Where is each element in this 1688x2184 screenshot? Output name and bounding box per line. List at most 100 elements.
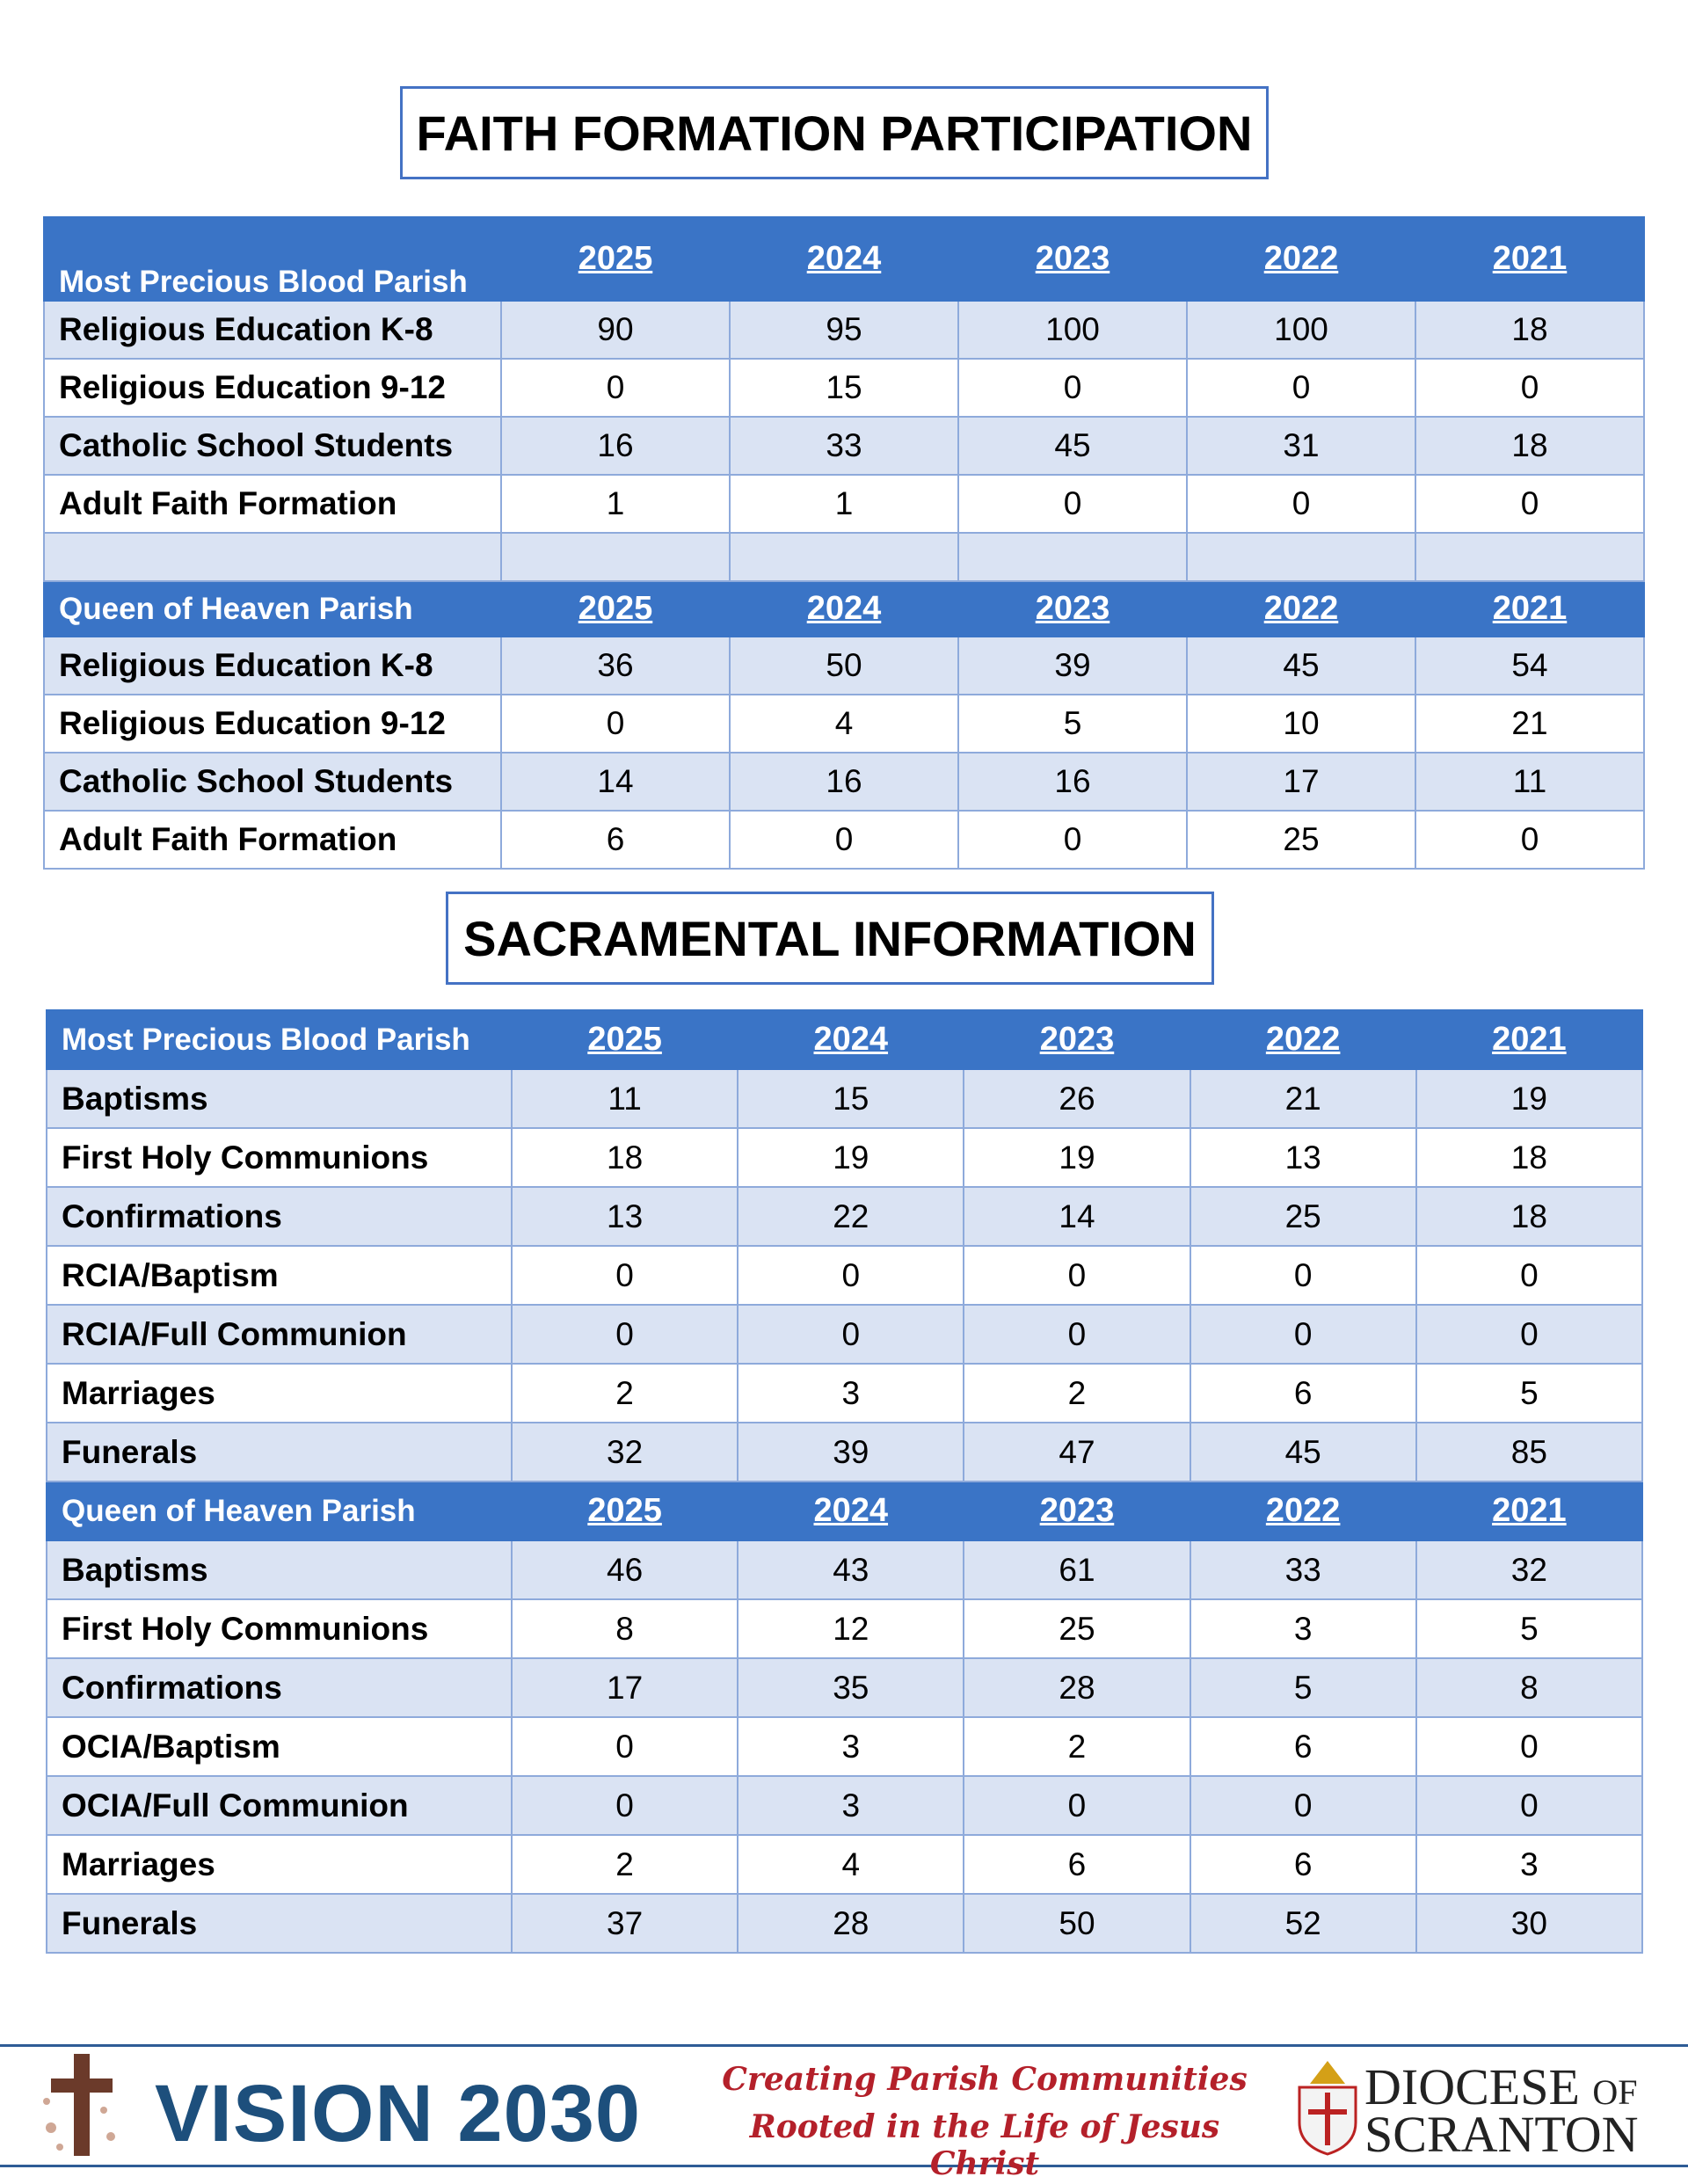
cell-value: 19 — [1415, 1068, 1644, 1129]
row-label: Marriages — [46, 1363, 513, 1423]
data-row: First Holy Communions 18 19 19 13 18 — [46, 1127, 1644, 1188]
cell-value: 0 — [963, 1775, 1191, 1836]
cell-value: 25 — [1189, 1186, 1417, 1247]
data-row: Marriages 2 4 6 6 3 — [46, 1834, 1644, 1895]
cell-value: 36 — [500, 636, 731, 695]
blank-cell — [43, 532, 502, 582]
cell-value: 28 — [963, 1657, 1191, 1718]
cell-value: 13 — [510, 1186, 739, 1247]
cell-value: 18 — [1415, 1127, 1644, 1188]
header-row: Queen of Heaven Parish 2025 2024 2023 2022 20… — [43, 580, 1645, 637]
cell-value: 46 — [510, 1540, 739, 1600]
row-label: First Holy Communions — [46, 1598, 513, 1659]
cell-value: 22 — [737, 1186, 965, 1247]
cell-value: 33 — [729, 416, 959, 476]
data-row: OCIA/Full Communion 0 3 0 0 0 — [46, 1775, 1644, 1836]
data-row: Baptisms 11 15 26 21 19 — [46, 1068, 1644, 1129]
data-row: RCIA/Full Communion 0 0 0 0 0 — [46, 1304, 1644, 1365]
cell-value: 30 — [1415, 1893, 1644, 1954]
row-label: Religious Education 9-12 — [43, 694, 502, 753]
blank-cell — [957, 532, 1188, 582]
blank-cell — [1186, 532, 1416, 582]
cell-value: 3 — [737, 1775, 965, 1836]
row-label: Religious Education K-8 — [43, 300, 502, 360]
cell-value: 43 — [737, 1540, 965, 1600]
year-header: 2024 — [729, 580, 959, 637]
data-row: Confirmations 17 35 28 5 8 — [46, 1657, 1644, 1718]
parish-name: Queen of Heaven Parish — [46, 1481, 513, 1541]
cell-value: 18 — [1415, 300, 1645, 360]
data-row: Funerals 37 28 50 52 30 — [46, 1893, 1644, 1954]
data-row: Religious Education K-8 36 50 39 45 54 — [43, 636, 1645, 695]
year-header: 2025 — [500, 216, 731, 302]
cell-value: 3 — [1189, 1598, 1417, 1659]
cell-value: 5 — [1415, 1598, 1644, 1659]
cell-value: 0 — [1186, 358, 1416, 418]
cell-value: 0 — [1415, 810, 1645, 870]
cell-value: 0 — [729, 810, 959, 870]
parish-name: Most Precious Blood Parish — [43, 216, 502, 302]
cell-value: 39 — [957, 636, 1188, 695]
cell-value: 61 — [963, 1540, 1191, 1600]
cell-value: 6 — [1189, 1834, 1417, 1895]
cell-value: 0 — [510, 1245, 739, 1306]
diocese-line: SCRANTON — [1364, 2106, 1639, 2163]
cell-value: 45 — [1186, 636, 1416, 695]
tagline: Creating Parish Communities — [722, 2061, 1248, 2098]
cell-value: 0 — [510, 1775, 739, 1836]
section-title: FAITH FORMATION PARTICIPATION — [400, 86, 1269, 179]
cell-value: 6 — [500, 810, 731, 870]
diocese-crest — [1298, 2061, 1357, 2156]
row-label: OCIA/Full Communion — [46, 1775, 513, 1836]
sacramental-table: Most Precious Blood Parish 2025 2024 2023 20… — [46, 1009, 1644, 1954]
diocese-name: DIOCESE OF — [1364, 2057, 1638, 2116]
year-header: 2022 — [1189, 1481, 1417, 1541]
year-header: 2025 — [510, 1481, 739, 1541]
cell-value: 6 — [963, 1834, 1191, 1895]
header-row: Most Precious Blood Parish 2025 2024 2023 20… — [43, 216, 1645, 302]
row-label: Religious Education 9-12 — [43, 358, 502, 418]
cell-value: 25 — [1186, 810, 1416, 870]
data-row: OCIA/Baptism 0 3 2 6 0 — [46, 1716, 1644, 1777]
cell-value: 50 — [963, 1893, 1191, 1954]
row-label: Adult Faith Formation — [43, 474, 502, 534]
row-label: Confirmations — [46, 1657, 513, 1718]
year-header: 2023 — [963, 1481, 1191, 1541]
parish-name: Queen of Heaven Parish — [43, 580, 502, 637]
data-row: Confirmations 13 22 14 25 18 — [46, 1186, 1644, 1247]
blank-cell — [1415, 532, 1645, 582]
cell-value: 0 — [1415, 1304, 1644, 1365]
cell-value: 11 — [510, 1068, 739, 1129]
cell-value: 32 — [510, 1422, 739, 1482]
faith-formation-table: Most Precious Blood Parish 2025 2024 2023 20… — [43, 216, 1645, 870]
cell-value: 90 — [500, 300, 731, 360]
data-row: Catholic School Students 14 16 16 17 11 — [43, 752, 1645, 812]
row-label: Catholic School Students — [43, 416, 502, 476]
data-row: Funerals 32 39 47 45 85 — [46, 1422, 1644, 1482]
cell-value: 8 — [1415, 1657, 1644, 1718]
data-row: Catholic School Students 16 33 45 31 18 — [43, 416, 1645, 476]
cell-value: 0 — [737, 1245, 965, 1306]
cell-value: 0 — [1186, 474, 1416, 534]
cell-value: 13 — [1189, 1127, 1417, 1188]
cell-value: 17 — [1186, 752, 1416, 812]
cell-value: 21 — [1415, 694, 1645, 753]
cell-value: 1 — [729, 474, 959, 534]
cell-value: 0 — [737, 1304, 965, 1365]
data-row: Marriages 2 3 2 6 5 — [46, 1363, 1644, 1423]
cell-value: 21 — [1189, 1068, 1417, 1129]
cell-value: 12 — [737, 1598, 965, 1659]
cell-value: 14 — [500, 752, 731, 812]
cell-value: 0 — [957, 810, 1188, 870]
cell-value: 85 — [1415, 1422, 1644, 1482]
cell-value: 35 — [737, 1657, 965, 1718]
cell-value: 4 — [729, 694, 959, 753]
row-label: Baptisms — [46, 1068, 513, 1129]
cell-value: 0 — [1415, 1245, 1644, 1306]
cell-value: 52 — [1189, 1893, 1417, 1954]
table: Most Precious Blood Parish 2025 2024 2023 20… — [46, 1009, 1644, 1954]
row-label: RCIA/Baptism — [46, 1245, 513, 1306]
diocese-of: OF — [1592, 2072, 1638, 2112]
cell-value: 3 — [737, 1716, 965, 1777]
year-header: 2021 — [1415, 1481, 1644, 1541]
